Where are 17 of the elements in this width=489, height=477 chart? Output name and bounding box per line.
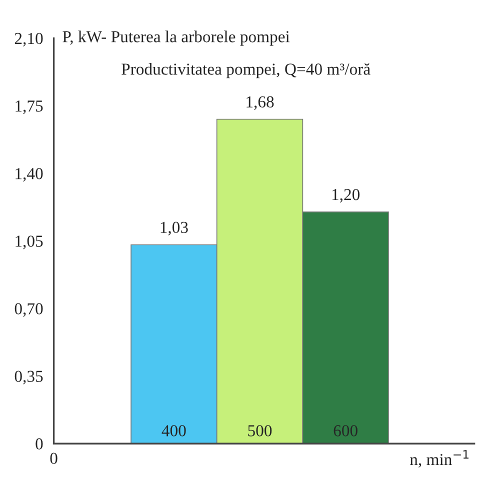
data-label: 1,03 — [160, 222, 188, 236]
y-tick-label: 2,10 — [14, 32, 43, 47]
y-tick-label: 1,75 — [16, 100, 43, 114]
x-axis-title: n, min$^{−1}$ — [410, 450, 468, 468]
text: Productivitatea pompei, Q=40 m³/oră — [122, 63, 370, 78]
x-tick-label: 500 — [248, 425, 272, 436]
y-axis-title: P, kW- Puterea la arborele pompei — [62, 30, 290, 46]
x-tick-label: 600 — [334, 425, 358, 436]
text: 0 — [50, 452, 58, 464]
y-tick-label: 1,05 — [16, 236, 43, 250]
y-tick-label: 0,35 — [14, 370, 43, 384]
data-label: 1,20 — [332, 188, 360, 203]
data-label: 1,68 — [246, 96, 274, 110]
y-tick-label: 1,40 — [16, 168, 43, 182]
x-tick-label: 400 — [162, 425, 186, 436]
y-tick-label: 0,70 — [14, 303, 43, 317]
y-tick-label: 0 — [36, 438, 43, 450]
